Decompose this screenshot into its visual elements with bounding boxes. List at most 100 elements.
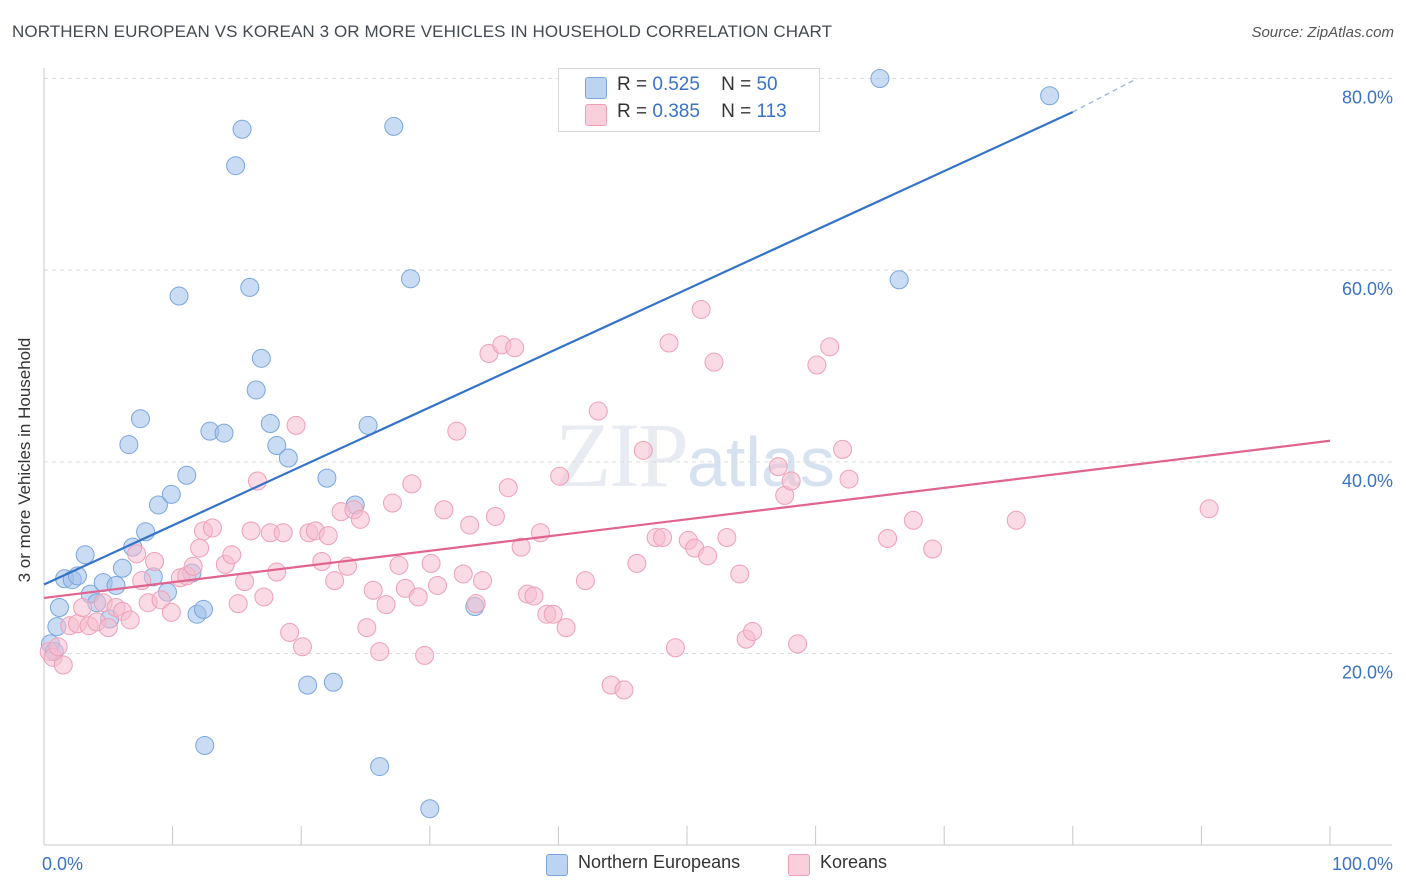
korean-point [653, 528, 673, 548]
korean-point [498, 478, 518, 498]
korean-point [1006, 510, 1026, 530]
korean-point [788, 634, 808, 654]
legend-label-koreans: Koreans [820, 852, 888, 872]
korean-point [280, 622, 300, 642]
korean-point [415, 645, 435, 665]
northern-european-point [226, 156, 246, 176]
n-label: N = [721, 101, 752, 122]
y-tick-label: 20.0% [1342, 663, 1393, 683]
korean-point [698, 546, 718, 566]
korean-point [588, 401, 608, 421]
northern-european-point [420, 799, 440, 819]
y-tick-label: 80.0% [1342, 88, 1393, 108]
x-tick-label: 0.0% [42, 854, 83, 874]
y-tick-label: 60.0% [1342, 279, 1393, 299]
korean-point [421, 553, 441, 573]
korean-point [550, 466, 570, 486]
y-axis-label: 3 or more Vehicles in Household [15, 338, 34, 583]
northern-european-point [49, 598, 69, 617]
northern-europeans-legend-swatch [546, 854, 568, 876]
northern-european-point [161, 484, 181, 504]
korean-point [183, 556, 203, 576]
koreans-swatch [585, 104, 607, 126]
korean-point [781, 471, 801, 491]
northern-european-point [169, 286, 189, 306]
r-label: R = [617, 101, 648, 122]
chart-source: Source: ZipAtlas.com [1251, 24, 1394, 41]
northern-european-point [278, 448, 298, 468]
korean-point [53, 655, 73, 675]
korean-point [286, 415, 306, 435]
korean-point [376, 595, 396, 615]
chart-title: NORTHERN EUROPEAN VS KOREAN 3 OR MORE VE… [12, 22, 833, 41]
northern-european-point [112, 558, 132, 578]
korean-point [511, 537, 531, 557]
korean-point [318, 526, 338, 546]
northern-european-point [384, 116, 404, 136]
korean-point [460, 515, 480, 535]
n-value: 113 [756, 101, 787, 122]
korean-point [127, 544, 147, 564]
watermark: ZIPatlas [555, 402, 835, 508]
korean-point [48, 637, 68, 657]
korean-point [575, 571, 595, 591]
northern-european-point [260, 414, 280, 433]
northern-european-point [870, 69, 890, 88]
r-label: R = [617, 74, 648, 95]
r-value: 0.385 [652, 101, 700, 122]
northern-european-point [889, 270, 909, 290]
x-tick-label: 100.0% [1332, 854, 1393, 874]
korean-point [807, 355, 827, 375]
korean-point [73, 598, 93, 617]
korean-point [312, 552, 332, 571]
korean-point [151, 590, 171, 610]
northern-european-point [195, 736, 215, 755]
korean-point [383, 493, 403, 513]
korean-point [473, 571, 493, 591]
korean-point [363, 580, 383, 600]
korean-point [161, 602, 181, 622]
korean-point [267, 562, 287, 582]
korean-point [768, 457, 788, 477]
northern-european-point [177, 465, 197, 485]
korean-point [524, 586, 544, 606]
koreans-legend-swatch [788, 854, 810, 876]
northern-european-point [214, 423, 234, 443]
korean-point [325, 571, 345, 591]
korean-point [447, 421, 467, 441]
korean-point [665, 638, 685, 658]
korean-point [120, 610, 140, 630]
northern-european-point [370, 757, 390, 777]
korean-point [402, 474, 422, 494]
korean-point [202, 518, 222, 538]
korean-point [98, 618, 118, 638]
northern-european-point [240, 277, 260, 297]
northern-european-point [298, 675, 318, 695]
korean-point [228, 594, 248, 614]
northern-european-point [106, 575, 126, 595]
northern-european-point [246, 380, 266, 400]
n-label: N = [721, 74, 752, 95]
korean-point [543, 604, 563, 624]
korean-point [350, 509, 370, 529]
korean-point [659, 333, 679, 353]
northern-europeans-trend-extension [1072, 77, 1138, 113]
korean-point [833, 439, 853, 459]
northern-european-point [1040, 86, 1060, 106]
korean-point [434, 500, 454, 520]
korean-point [145, 552, 165, 571]
northern-europeans-trend-line [43, 111, 1074, 586]
legend-label-northern-europeans: Northern Europeans [578, 852, 741, 872]
korean-point [1199, 499, 1219, 519]
korean-point [923, 539, 943, 559]
korean-point [820, 337, 840, 357]
series-legend: Northern Europeans Koreans [0, 852, 1406, 878]
korean-point [241, 521, 261, 541]
northern-european-point [193, 599, 213, 619]
korean-point [485, 506, 505, 526]
northern-european-point [119, 435, 139, 455]
northern-european-point [251, 348, 271, 368]
northern-european-point [323, 672, 343, 692]
northern-european-point [130, 409, 150, 429]
korean-point [691, 299, 711, 319]
